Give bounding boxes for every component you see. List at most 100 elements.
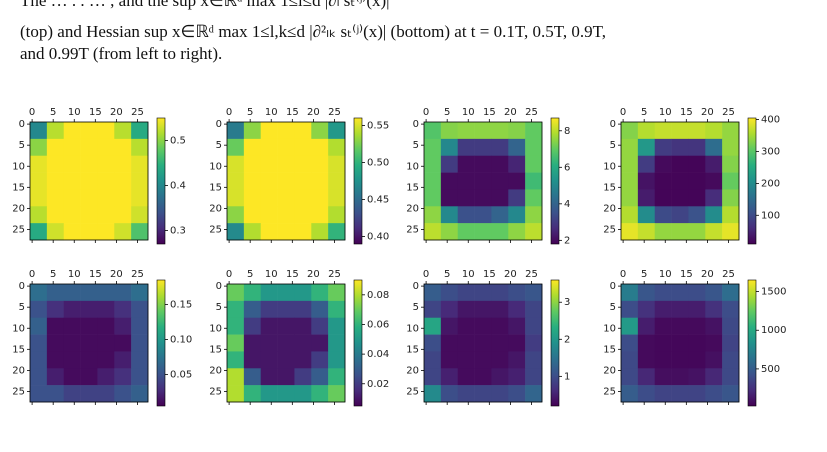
heat-cell [277, 206, 295, 224]
y-tick-label: 15 [209, 182, 222, 193]
heat-cell [260, 223, 278, 241]
heat-cell [243, 368, 262, 386]
heat-cell [621, 284, 639, 302]
heat-cell [311, 368, 329, 386]
colorbar [353, 117, 363, 245]
heat-cell [671, 189, 689, 207]
heat-cell [97, 189, 115, 207]
x-tick-label: 0 [226, 107, 232, 118]
heat-cell [131, 351, 149, 369]
heat-cell [637, 317, 656, 335]
heat-cell [705, 351, 723, 369]
y-tick-label: 25 [12, 386, 25, 397]
heat-cell [294, 138, 312, 157]
colorbar [156, 117, 166, 245]
heat-cell [311, 172, 329, 190]
heat-cell [457, 138, 475, 157]
colorbar-tick-label: 1000 [761, 325, 786, 336]
colorbar [550, 279, 560, 407]
heat-cell [328, 317, 346, 335]
colorbar-tick-label: 2 [564, 235, 570, 246]
heat-cell [722, 351, 740, 369]
heat-cell [457, 334, 475, 352]
heat-cell [457, 206, 475, 224]
heat-cell [508, 317, 526, 335]
heat-cell [114, 138, 132, 157]
heat-cell [440, 300, 459, 319]
y-tick-label: 25 [603, 224, 616, 235]
heat-cell [671, 351, 689, 369]
heat-cell [260, 284, 278, 302]
heat-cell [508, 385, 526, 403]
heat-cell [457, 223, 475, 241]
heat-cell [131, 300, 149, 319]
heat-cell [474, 138, 492, 157]
heat-cell [654, 172, 672, 190]
heat-cell [474, 368, 492, 386]
heat-cell [671, 138, 689, 157]
heat-cell [80, 317, 98, 335]
heat-cell [474, 351, 492, 369]
axes-frame [29, 283, 149, 403]
heat-cell [457, 385, 475, 403]
heat-cell [508, 138, 526, 157]
heat-cell [705, 300, 723, 319]
y-tick-label: 15 [209, 344, 222, 355]
y-tick-label: 20 [603, 365, 616, 376]
heat-cell [294, 206, 312, 224]
heat-cell [97, 351, 115, 369]
heat-cell [440, 368, 459, 386]
x-tick-label: 5 [50, 269, 56, 280]
heat-cell [491, 317, 509, 335]
heat-cell [671, 300, 689, 319]
heat-cell [80, 368, 98, 386]
heat-cell [440, 138, 459, 157]
heat-cell [722, 206, 740, 224]
heat-cell [637, 155, 656, 173]
heat-cell [424, 368, 442, 386]
heat-cell [722, 189, 740, 207]
heat-cell [440, 334, 459, 352]
heat-cell [688, 368, 706, 386]
heat-cell [621, 206, 639, 224]
x-tick-label: 5 [50, 107, 56, 118]
heat-cell [508, 300, 526, 319]
x-tick-label: 5 [641, 269, 647, 280]
heat-cell [424, 334, 442, 352]
y-tick-label: 5 [216, 302, 222, 313]
colorbar-tick-label: 0.05 [170, 370, 192, 381]
heat-cell [654, 385, 672, 403]
heat-cell [688, 334, 706, 352]
x-tick-label: 0 [620, 269, 626, 280]
heat-cell [525, 385, 543, 403]
heat-cell [328, 368, 346, 386]
heat-cell [227, 334, 245, 352]
colorbar-tick-label: 4 [564, 199, 570, 210]
y-tick-label: 15 [406, 182, 419, 193]
y-tick-label: 0 [19, 119, 25, 130]
heat-cell [688, 189, 706, 207]
heat-cell [294, 334, 312, 352]
heat-cell [491, 206, 509, 224]
heat-cell [277, 317, 295, 335]
y-tick-label: 5 [19, 302, 25, 313]
heat-cell [294, 189, 312, 207]
x-tick-label: 20 [701, 269, 714, 280]
heat-cell [243, 223, 262, 241]
heat-cell [328, 206, 346, 224]
heat-cell [131, 206, 149, 224]
colorbar-tick-label: 1 [564, 371, 570, 382]
heat-cell [97, 155, 115, 173]
heat-cell [671, 206, 689, 224]
heat-cell [80, 189, 98, 207]
heat-cell [525, 172, 543, 190]
y-tick-label: 20 [406, 365, 419, 376]
heat-cell [328, 300, 346, 319]
heat-cell [491, 172, 509, 190]
colorbar-tick-label: 0.4 [170, 181, 186, 192]
heat-cell [114, 172, 132, 190]
heat-cell [114, 300, 132, 319]
heat-cell [80, 172, 98, 190]
heat-cell [227, 368, 245, 386]
heat-cell [654, 138, 672, 157]
